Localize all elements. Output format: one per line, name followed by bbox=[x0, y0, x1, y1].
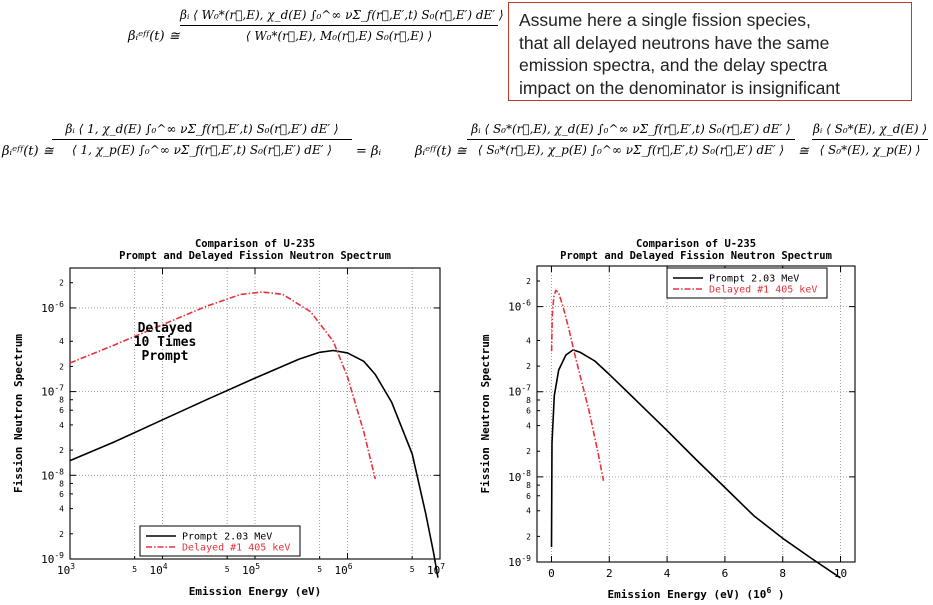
legend-box bbox=[139, 525, 301, 557]
x-tick-label: 0 bbox=[548, 567, 555, 580]
note-line: emission spectra, and the delay spectra bbox=[519, 55, 828, 75]
equation-1: βᵢᵉᶠᶠ(t) ≅ βᵢ ⟨ W₀*(r⃗,E), χ_d(E) ∫₀^∞ ν… bbox=[128, 6, 504, 78]
annotation-line: 10 Times bbox=[134, 335, 197, 350]
y-minor-tick-label: 6 bbox=[526, 407, 531, 416]
equation-3-numerator: βᵢ ⟨ S₀*(r⃗,E), χ_d(E) ∫₀^∞ νΣ_f(r⃗,E′,t… bbox=[471, 122, 791, 136]
y-tick-label: 10-6 bbox=[508, 299, 531, 314]
equation-2-lhs: βᵢᵉᶠᶠ(t) ≅ bbox=[2, 144, 54, 159]
series-line-prompt bbox=[550, 349, 841, 579]
y-minor-tick-label: 2 bbox=[59, 530, 64, 539]
equation-2: βᵢᵉᶠᶠ(t) ≅ βᵢ ⟨ 1, χ_d(E) ∫₀^∞ νΣ_f(r⃗,E… bbox=[2, 116, 397, 192]
legend-label: Prompt 2.03 MeV bbox=[709, 274, 799, 285]
y-minor-tick-label: 2 bbox=[526, 447, 531, 456]
equation-2-denominator: ⟨ 1, χ_p(E) ∫₀^∞ νΣ_f(r⃗,E′,t) S₀(r⃗,E′)… bbox=[72, 143, 332, 157]
equation-1-lhs: βᵢᵉᶠᶠ(t) ≅ bbox=[128, 29, 180, 44]
chart-subtitle: Prompt and Delayed Fission Neutron Spect… bbox=[560, 250, 832, 262]
x-axis-label: Emission Energy (eV) bbox=[189, 585, 321, 598]
y-minor-tick-label: 4 bbox=[59, 505, 64, 514]
y-minor-tick-label: 4 bbox=[59, 421, 64, 430]
y-minor-tick-label: 4 bbox=[526, 336, 531, 345]
equation-3-denominator-2: ⟨ S₀*(E), χ_p(E) ⟩ bbox=[819, 143, 921, 157]
equation-2-fraction: βᵢ ⟨ 1, χ_d(E) ∫₀^∞ νΣ_f(r⃗,E′,t) S₀(r⃗,… bbox=[52, 122, 352, 157]
equation-1-fraction: βᵢ ⟨ W₀*(r⃗,E), χ_d(E) ∫₀^∞ νΣ_f(r⃗,E′,t… bbox=[180, 8, 504, 43]
series-line-delayed bbox=[550, 289, 605, 481]
y-tick-label: 10-8 bbox=[41, 467, 64, 482]
y-minor-tick-label: 6 bbox=[59, 406, 64, 415]
equation-2-numerator: βᵢ ⟨ 1, χ_d(E) ∫₀^∞ νΣ_f(r⃗,E′,t) S₀(r⃗,… bbox=[65, 122, 339, 136]
x-minor-tick-label: 5 bbox=[225, 565, 230, 574]
y-minor-tick-label: 8 bbox=[526, 481, 531, 490]
chart-subtitle: Prompt and Delayed Fission Neutron Spect… bbox=[119, 250, 391, 262]
y-minor-tick-label: 4 bbox=[59, 337, 64, 346]
x-tick-label: 104 bbox=[149, 562, 167, 577]
equation-3-denominator: ⟨ S₀*(r⃗,E), χ_p(E) ∫₀^∞ νΣ_f(r⃗,E′,t) S… bbox=[477, 143, 785, 157]
y-tick-label: 10-9 bbox=[41, 551, 64, 566]
y-tick-label: 10-8 bbox=[508, 469, 531, 484]
x-tick-label: 106 bbox=[334, 562, 352, 577]
legend-label: Prompt 2.03 MeV bbox=[182, 532, 272, 543]
y-minor-tick-label: 2 bbox=[59, 362, 64, 371]
annotation-line: Prompt bbox=[142, 349, 189, 364]
y-minor-tick-label: 8 bbox=[59, 396, 64, 405]
y-minor-tick-label: 6 bbox=[59, 490, 64, 499]
series-line-delayed bbox=[69, 291, 377, 480]
y-minor-tick-label: 2 bbox=[59, 446, 64, 455]
equation-3-lhs: βᵢᵉᶠᶠ(t) ≅ bbox=[415, 144, 467, 159]
x-tick-label: 6 bbox=[722, 567, 729, 580]
x-tick-label: 10 bbox=[834, 567, 847, 580]
plot-frame bbox=[536, 265, 856, 563]
equation-3: βᵢᵉᶠᶠ(t) ≅ βᵢ ⟨ S₀*(r⃗,E), χ_d(E) ∫₀^∞ ν… bbox=[415, 116, 930, 192]
equation-3-approx: ≅ bbox=[798, 144, 809, 159]
x-minor-tick-label: 5 bbox=[132, 565, 137, 574]
grid bbox=[70, 268, 440, 559]
y-tick-label: 10-7 bbox=[41, 384, 64, 399]
x-tick-label: 103 bbox=[57, 562, 75, 577]
series-line-prompt bbox=[69, 349, 439, 578]
chart-title: Comparison of U-235 bbox=[195, 238, 315, 250]
note-line: that all delayed neutrons have the same bbox=[519, 32, 830, 53]
y-minor-tick-label: 2 bbox=[59, 279, 64, 288]
equation-1-denominator: ⟨ W₀*(r⃗,E), M₀(r⃗,E) S₀(r⃗,E) ⟩ bbox=[245, 29, 433, 43]
y-minor-tick-label: 2 bbox=[526, 532, 531, 541]
y-minor-tick-label: 4 bbox=[526, 507, 531, 516]
chart-title: Comparison of U-235 bbox=[636, 238, 756, 250]
plot-frame bbox=[69, 267, 441, 560]
y-axis-label: Fission Neutron Spectrum bbox=[12, 334, 25, 493]
equation-1-numerator: βᵢ ⟨ W₀*(r⃗,E), χ_d(E) ∫₀^∞ νΣ_f(r⃗,E′,t… bbox=[180, 8, 504, 22]
y-tick-label: 10-7 bbox=[508, 384, 531, 399]
x-minor-tick-label: 5 bbox=[410, 565, 415, 574]
legend-box bbox=[666, 267, 828, 299]
y-minor-tick-label: 8 bbox=[59, 479, 64, 488]
y-tick-label: 10-6 bbox=[41, 300, 64, 315]
note-line: impact on the denominator is insignifica… bbox=[519, 77, 841, 98]
assumption-note: Assume here a single fission species, th… bbox=[508, 2, 912, 101]
equation-3-fraction: βᵢ ⟨ S₀*(r⃗,E), χ_d(E) ∫₀^∞ νΣ_f(r⃗,E′,t… bbox=[467, 122, 795, 157]
x-minor-tick-label: 5 bbox=[317, 565, 322, 574]
y-minor-tick-label: 4 bbox=[526, 422, 531, 431]
equation-3-numerator-2: βᵢ ⟨ S₀*(E), χ_d(E) ⟩ bbox=[812, 122, 928, 136]
y-minor-tick-label: 2 bbox=[526, 277, 531, 286]
x-tick-label: 8 bbox=[779, 567, 786, 580]
y-axis-label: Fission Neutron Spectrum bbox=[479, 334, 492, 493]
annotation-line: Delayed bbox=[138, 321, 193, 336]
grid bbox=[537, 266, 855, 562]
note-line: Assume here a single fission species, bbox=[519, 10, 811, 30]
x-tick-label: 105 bbox=[242, 562, 260, 577]
legend-label: Delayed #1 405 keV bbox=[182, 543, 290, 554]
legend-label: Delayed #1 405 keV bbox=[709, 285, 817, 296]
y-minor-tick-label: 6 bbox=[526, 492, 531, 501]
x-tick-label: 2 bbox=[606, 567, 613, 580]
y-minor-tick-label: 2 bbox=[526, 362, 531, 371]
y-minor-tick-label: 8 bbox=[526, 396, 531, 405]
y-tick-label: 10-9 bbox=[508, 554, 531, 569]
equation-3-fraction-2: βᵢ ⟨ S₀*(E), χ_d(E) ⟩ ⟨ S₀*(E), χ_p(E) ⟩ bbox=[812, 122, 928, 157]
x-tick-label: 4 bbox=[664, 567, 671, 580]
x-axis-label: Emission Energy (eV) (106 ) bbox=[607, 586, 784, 601]
equation-2-result: = βᵢ bbox=[356, 144, 382, 159]
